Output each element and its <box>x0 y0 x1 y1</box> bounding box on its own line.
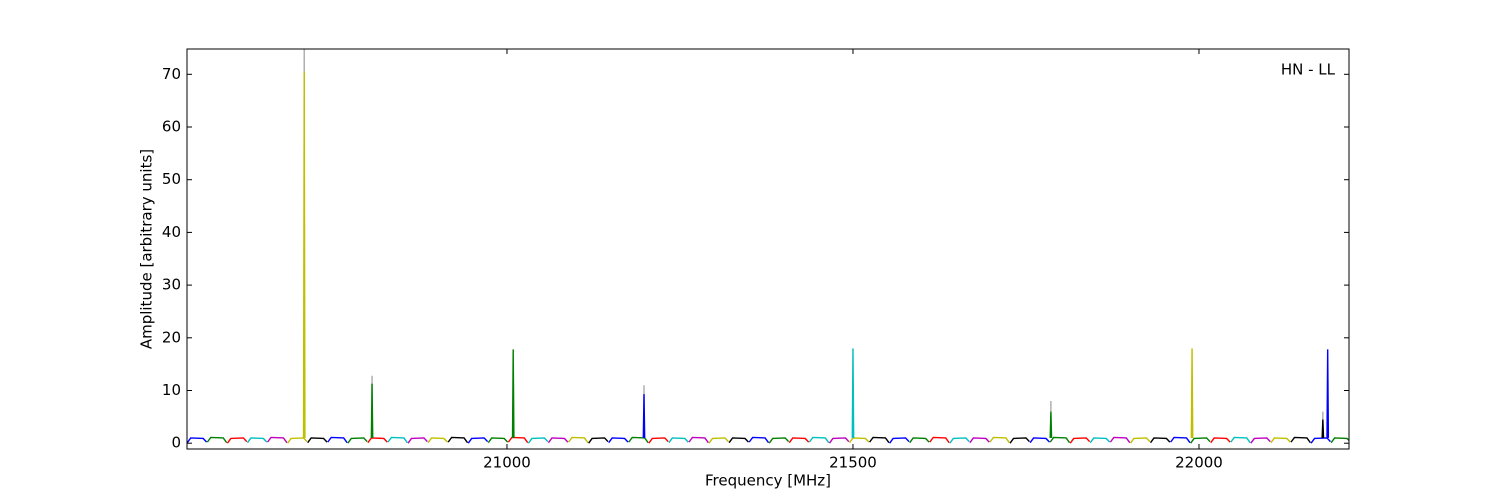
spectrum-line <box>848 437 870 444</box>
spectrum-line <box>768 437 790 444</box>
spectrum-line <box>788 437 810 444</box>
spectrum-line <box>1009 437 1030 444</box>
spectrum-line <box>1270 437 1291 444</box>
x-tick-label: 22000 <box>1175 454 1223 472</box>
spectrum-line <box>206 436 228 444</box>
spectrum-line <box>929 436 950 444</box>
spectrum-line <box>1049 436 1071 444</box>
spectrum-line <box>909 437 930 444</box>
spectrum-line <box>266 436 288 444</box>
spectrum-line <box>307 437 328 444</box>
spectrum-line <box>568 436 589 444</box>
y-tick-label: 70 <box>162 65 181 83</box>
spectrum-line <box>511 349 515 438</box>
spectrum-line <box>1129 437 1151 444</box>
spectrum-line <box>427 437 448 444</box>
spectrum-line <box>367 437 388 444</box>
annotation: HN - LL <box>1281 61 1336 79</box>
spectrum-line <box>1149 437 1171 444</box>
spectrum-line <box>1049 411 1053 438</box>
spectrum-line <box>527 437 549 444</box>
y-tick-label: 0 <box>171 434 181 452</box>
spectrum-line <box>447 436 469 444</box>
spectrum-line <box>1109 436 1131 444</box>
y-tick-label: 20 <box>162 328 181 346</box>
spectrum-line <box>648 437 669 444</box>
y-tick-label: 50 <box>162 170 181 188</box>
spectrum-line <box>1190 348 1194 438</box>
spectrum-line <box>1326 349 1330 438</box>
spectrum-line <box>327 436 348 444</box>
spectrum-line <box>869 436 890 444</box>
spectrum-line <box>1029 437 1051 444</box>
spectrum-line <box>347 437 368 444</box>
spectrum-line <box>808 436 830 444</box>
spectrum-line <box>1170 436 1191 444</box>
spectrum-line <box>1290 436 1311 444</box>
x-tick-label: 21500 <box>829 454 877 472</box>
y-axis-label: Amplitude [arbitrary units] <box>138 149 156 349</box>
y-tick-label: 30 <box>162 276 181 294</box>
spectrum-line <box>370 383 374 438</box>
spectrum-line <box>1330 437 1349 444</box>
spectrum-line <box>668 437 689 444</box>
spectrum-line <box>1230 436 1251 444</box>
axes-frame <box>186 48 1350 450</box>
y-tick-label: 60 <box>162 117 181 135</box>
spectrum-line <box>588 437 609 444</box>
spectrum-line <box>628 436 649 444</box>
spectrum-line <box>187 437 208 444</box>
spectrum-line <box>969 437 990 444</box>
spectrum-line <box>467 437 489 444</box>
spectrum-line <box>1250 437 1271 444</box>
spectrum-line <box>851 348 855 438</box>
spectrum-line <box>889 437 910 444</box>
spectrum-line <box>989 436 1010 444</box>
spectrum-line <box>487 437 509 444</box>
plot-area <box>187 49 1349 444</box>
spectrum-line <box>226 437 248 444</box>
spectrum-line <box>748 436 770 444</box>
spectrum-line <box>407 437 428 444</box>
spectrum-line <box>302 71 306 438</box>
spectrum-line <box>642 394 646 438</box>
spectrum-line <box>547 437 569 444</box>
y-tick-label: 40 <box>162 223 181 241</box>
spectrum-line <box>1210 437 1231 444</box>
spectrum-line <box>949 437 970 444</box>
spectrum-line <box>1089 437 1111 444</box>
spectrum-line <box>608 437 629 444</box>
spectrum-line <box>708 437 729 444</box>
spectrum-line <box>828 437 850 444</box>
spectrum-line <box>1310 437 1331 444</box>
x-axis-label: Frequency [MHz] <box>705 472 831 490</box>
spectrum-line <box>728 437 749 444</box>
spectrum-line <box>507 436 529 444</box>
spectrum-line <box>1321 419 1325 438</box>
x-tick-label: 21000 <box>483 454 531 472</box>
spectrum-line <box>688 436 709 444</box>
spectrum-line <box>246 437 268 444</box>
y-tick-label: 10 <box>162 381 181 399</box>
spectrum-line <box>1069 437 1091 444</box>
spectrum-line <box>387 436 408 444</box>
spectrum-line <box>287 437 308 444</box>
spectrum-line <box>1190 437 1211 444</box>
